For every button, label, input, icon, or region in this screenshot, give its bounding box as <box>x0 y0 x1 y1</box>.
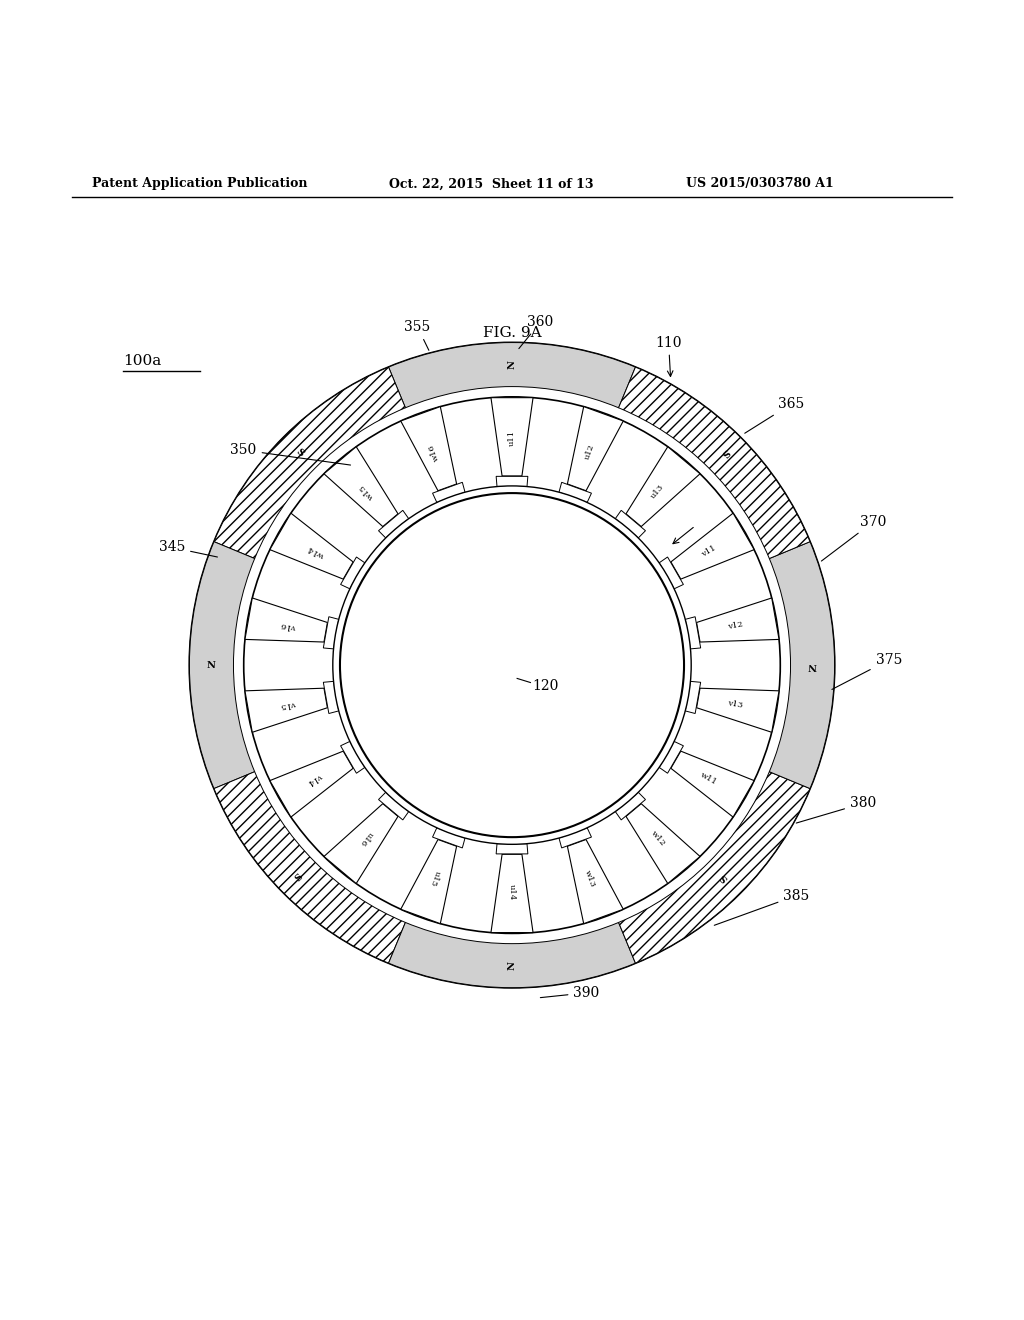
Wedge shape <box>618 772 810 964</box>
Polygon shape <box>685 681 700 714</box>
Text: 360: 360 <box>519 315 554 348</box>
Text: 385: 385 <box>715 888 810 925</box>
Polygon shape <box>341 557 365 589</box>
Text: u11: u11 <box>508 430 516 446</box>
Text: N: N <box>508 360 516 370</box>
Text: 110: 110 <box>655 335 682 376</box>
Circle shape <box>189 343 835 987</box>
Text: w16: w16 <box>428 442 441 462</box>
Polygon shape <box>432 828 465 847</box>
Text: Patent Application Publication: Patent Application Publication <box>92 177 307 190</box>
Polygon shape <box>626 804 700 883</box>
Text: 345: 345 <box>159 540 217 557</box>
Polygon shape <box>497 477 527 487</box>
Text: 355: 355 <box>404 321 431 350</box>
Polygon shape <box>379 792 409 820</box>
Text: u14: u14 <box>508 884 516 900</box>
Polygon shape <box>400 407 457 491</box>
Polygon shape <box>615 511 645 539</box>
Text: S: S <box>294 873 305 883</box>
Text: w14: w14 <box>306 544 326 560</box>
Text: w13: w13 <box>583 869 596 888</box>
Text: N: N <box>808 660 817 669</box>
Text: N: N <box>508 961 516 970</box>
Circle shape <box>340 494 684 837</box>
Text: v16: v16 <box>281 620 297 631</box>
Polygon shape <box>490 397 534 477</box>
Circle shape <box>333 486 691 845</box>
Text: S: S <box>719 873 730 883</box>
Polygon shape <box>659 557 683 589</box>
Polygon shape <box>379 511 409 539</box>
Text: 390: 390 <box>541 986 600 999</box>
Text: S: S <box>719 447 730 458</box>
Text: v11: v11 <box>699 544 717 560</box>
Polygon shape <box>432 482 465 503</box>
Text: 375: 375 <box>831 653 902 689</box>
Wedge shape <box>388 923 636 987</box>
Text: Oct. 22, 2015  Sheet 11 of 13: Oct. 22, 2015 Sheet 11 of 13 <box>389 177 594 190</box>
Polygon shape <box>696 598 779 642</box>
Text: v14: v14 <box>307 771 325 785</box>
Polygon shape <box>324 681 339 714</box>
Text: u15: u15 <box>428 870 441 887</box>
Text: FIG. 9A: FIG. 9A <box>482 326 542 341</box>
Text: N: N <box>207 660 216 669</box>
Text: w12: w12 <box>649 829 667 849</box>
Polygon shape <box>671 751 754 817</box>
Polygon shape <box>245 688 328 733</box>
Wedge shape <box>214 367 406 558</box>
Wedge shape <box>388 343 636 408</box>
Circle shape <box>244 397 780 933</box>
Polygon shape <box>696 688 779 733</box>
Polygon shape <box>626 446 700 527</box>
Polygon shape <box>324 804 398 883</box>
Text: v13: v13 <box>727 700 743 710</box>
Polygon shape <box>559 482 592 503</box>
Text: 350: 350 <box>230 444 350 465</box>
Text: 370: 370 <box>821 515 887 561</box>
Wedge shape <box>214 772 406 964</box>
Polygon shape <box>270 513 353 579</box>
Polygon shape <box>324 616 339 649</box>
Text: 365: 365 <box>744 397 805 433</box>
Text: 380: 380 <box>797 796 877 824</box>
Polygon shape <box>685 616 700 649</box>
Text: 100a: 100a <box>123 354 161 368</box>
Text: S: S <box>294 447 305 458</box>
Text: w15: w15 <box>357 482 375 500</box>
Polygon shape <box>615 792 645 820</box>
Polygon shape <box>559 828 592 847</box>
Wedge shape <box>189 541 255 788</box>
Polygon shape <box>341 742 365 774</box>
Polygon shape <box>245 598 328 642</box>
Polygon shape <box>490 854 534 933</box>
Polygon shape <box>567 840 624 924</box>
Polygon shape <box>497 843 527 854</box>
Polygon shape <box>567 407 624 491</box>
Text: v15: v15 <box>281 700 297 710</box>
Polygon shape <box>671 513 754 579</box>
Text: 120: 120 <box>532 678 559 693</box>
Polygon shape <box>400 840 457 924</box>
Text: u16: u16 <box>358 830 375 847</box>
Text: v12: v12 <box>727 620 743 631</box>
Polygon shape <box>659 742 683 774</box>
Polygon shape <box>324 446 398 527</box>
Polygon shape <box>270 751 353 817</box>
Text: US 2015/0303780 A1: US 2015/0303780 A1 <box>686 177 834 190</box>
Wedge shape <box>618 367 810 558</box>
Text: w11: w11 <box>698 771 718 787</box>
Text: u12: u12 <box>583 444 596 461</box>
Wedge shape <box>769 541 835 788</box>
Text: u13: u13 <box>649 483 666 500</box>
